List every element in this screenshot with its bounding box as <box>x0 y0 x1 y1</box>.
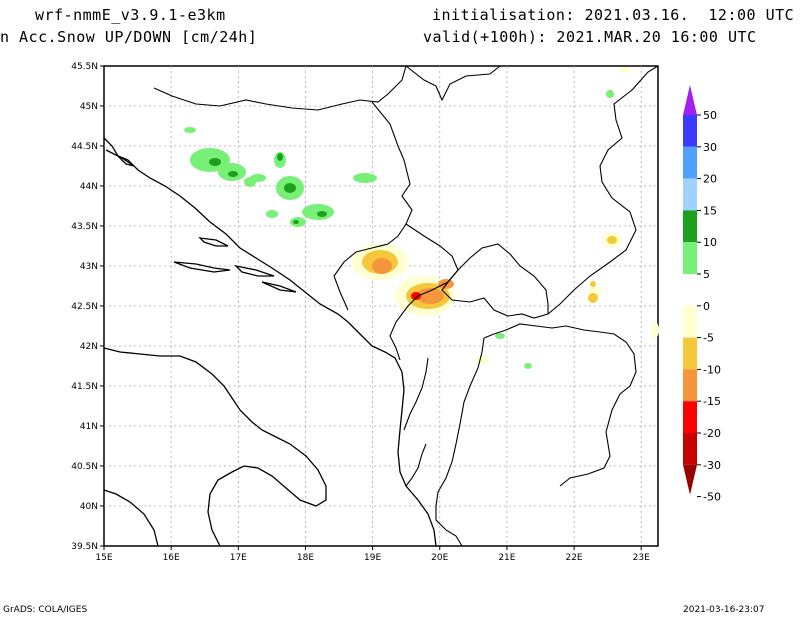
lat-tick-label: 39.5N <box>71 542 98 552</box>
lon-tick-label: 17E <box>230 553 247 563</box>
lat-tick-label: 43N <box>80 262 98 272</box>
initialisation-time: initialisation: 2021.03.16. 12:00 UTC <box>432 6 795 24</box>
colorbar-label: 50 <box>703 109 717 122</box>
colorbar-label: 0 <box>703 300 710 313</box>
lat-tick-label: 45.5N <box>71 62 98 72</box>
colorbar-label: -15 <box>703 395 721 408</box>
colorbar-swatch <box>683 401 697 433</box>
snow-field <box>184 67 659 369</box>
lat-tick-label: 44N <box>80 182 98 192</box>
lat-tick-label: 42.5N <box>71 302 98 312</box>
lon-tick-label: 20E <box>431 553 448 563</box>
colorbar-swatch <box>683 178 697 211</box>
coastlines <box>103 137 437 547</box>
lat-tick-label: 42N <box>80 342 98 352</box>
colorbar-swatch <box>683 146 697 179</box>
colorbar-swatch <box>683 305 697 338</box>
longitude-labels: 15E 16E 17E 18E 19E 20E 21E 22E 23E <box>95 546 650 563</box>
colorbar-swatch <box>683 433 697 465</box>
country-borders <box>153 65 659 547</box>
colorbar-label: -50 <box>703 491 721 504</box>
model-title: wrf-nmmE_v3.9.1-e3km <box>35 6 226 24</box>
colorbar-swatch <box>683 369 697 402</box>
render-timestamp: 2021-03-16-23:07 <box>683 605 765 615</box>
lat-tick-label: 44.5N <box>71 142 98 152</box>
lon-tick-label: 23E <box>633 553 650 563</box>
colorbar-swatch <box>683 337 697 370</box>
lon-tick-label: 19E <box>364 553 381 563</box>
colorbar-swatch <box>683 242 697 274</box>
colorbar-swatch <box>683 274 697 306</box>
lat-tick-label: 41.5N <box>71 382 98 392</box>
colorbar-label: 5 <box>703 268 710 281</box>
colorbar-label: -5 <box>703 332 714 345</box>
lon-tick-label: 15E <box>95 553 112 563</box>
lat-tick-label: 41N <box>80 422 98 432</box>
colorbar-top-arrow <box>683 85 697 115</box>
lon-tick-label: 16E <box>163 553 180 563</box>
valid-time: valid(+100h): 2021.MAR.20 16:00 UTC <box>423 28 757 46</box>
colorbar-label: 15 <box>703 204 717 217</box>
latitude-labels: 45.5N 45N 44.5N 44N 43.5N 43N 42.5N 42N 41.5N 41N… <box>71 62 104 552</box>
colorbar-label: 10 <box>703 236 717 249</box>
colorbar-label: -30 <box>703 459 721 472</box>
colorbar-label: 30 <box>703 141 717 154</box>
field-title: n Acc.Snow UP/DOWN [cm/24h] <box>0 28 258 46</box>
grads-credit: GrADS: COLA/IGES <box>3 605 88 615</box>
colorbar-swatch <box>683 210 697 243</box>
colorbar-label: 20 <box>703 173 717 186</box>
lat-tick-label: 40N <box>80 502 98 512</box>
lat-tick-label: 43.5N <box>71 222 98 232</box>
lon-tick-label: 22E <box>565 553 582 563</box>
colorbar-label: -10 <box>703 363 721 376</box>
gridlines <box>104 66 658 546</box>
colorbar-label: -20 <box>703 427 721 440</box>
lon-tick-label: 18E <box>297 553 314 563</box>
colorbar-swatch <box>683 115 697 147</box>
colorbar-bottom-arrow <box>683 464 697 495</box>
lat-tick-label: 40.5N <box>71 462 98 472</box>
lat-tick-label: 45N <box>80 102 98 112</box>
lon-tick-label: 21E <box>498 553 515 563</box>
